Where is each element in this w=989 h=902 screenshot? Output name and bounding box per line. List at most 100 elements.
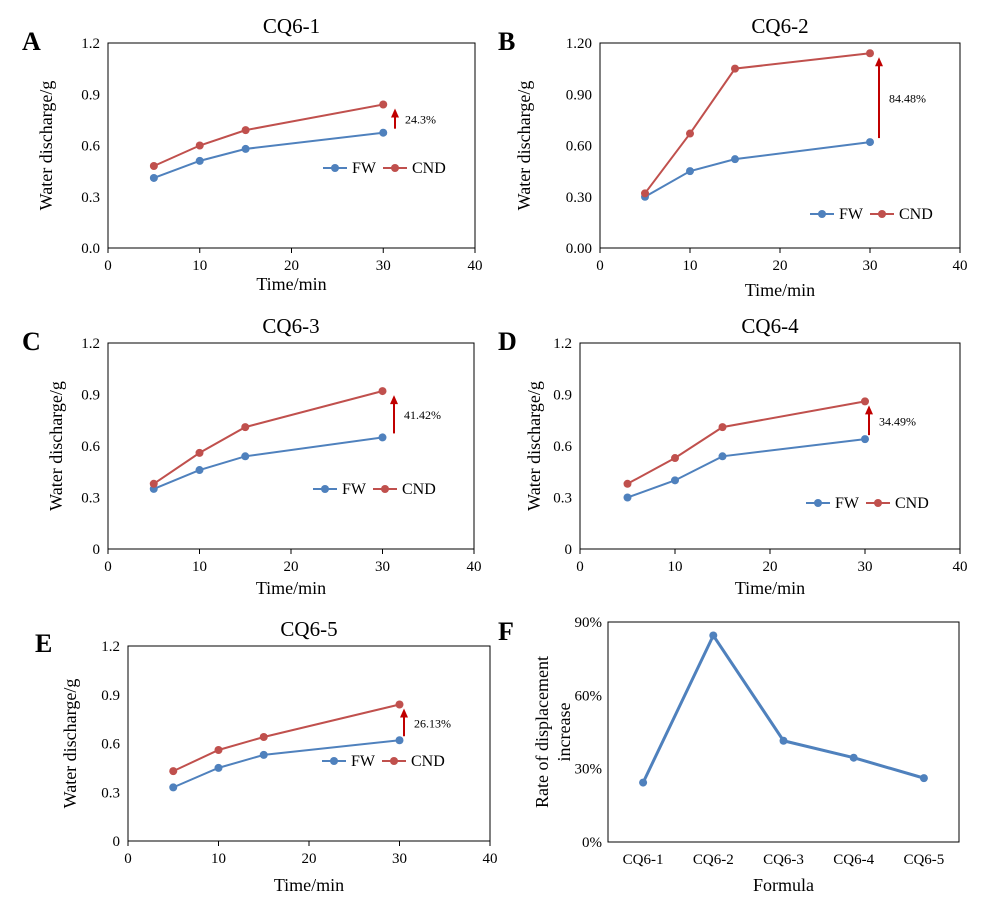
y-tick-label: 1.20 <box>566 36 592 52</box>
data-point-fw <box>866 138 874 147</box>
y-tick-label: 0.60 <box>566 139 592 155</box>
data-point-cnd <box>169 767 178 776</box>
x-category-label: CQ6-2 <box>693 852 734 868</box>
legend-marker-fw <box>330 757 338 765</box>
legend-label-fw: FW <box>351 753 376 770</box>
increase-annotation: 24.3% <box>405 113 436 127</box>
y-tick-label: 0 <box>565 542 573 558</box>
x-tick-label: 30 <box>863 258 878 274</box>
data-point-fw <box>671 476 679 485</box>
legend-label-cnd: CND <box>412 160 446 177</box>
y-tick-label: 0.6 <box>81 439 100 455</box>
increase-arrow-head <box>865 405 873 415</box>
y-axis-label: Water discharge/g <box>524 381 544 511</box>
y-tick-label: 1.2 <box>81 336 100 352</box>
x-tick-label: 10 <box>192 559 207 575</box>
panel-d: D CQ6-4 0 0.3 0.6 0.9 1.2 0 10 20 30 40 Time/min Wate… <box>498 314 968 598</box>
y-axis-label: Water discharge/g <box>46 381 66 511</box>
legend-label-fw: FW <box>352 160 377 177</box>
x-category-label: CQ6-1 <box>623 852 664 868</box>
series-line-fw <box>644 141 871 198</box>
data-point-fw <box>686 167 694 176</box>
data-point-cnd <box>195 141 204 150</box>
panel-c: C CQ6-3 0 0.3 0.6 0.9 1.2 0 10 20 30 40 Time/min Wate… <box>22 314 482 598</box>
increase-arrow-head <box>875 57 883 67</box>
x-tick-label: 0 <box>104 258 112 274</box>
plot-frame <box>107 342 475 550</box>
increase-arrow-head <box>391 108 399 118</box>
data-point-cnd <box>149 479 158 488</box>
y-tick-label: 0.00 <box>566 241 592 257</box>
data-point-fw <box>861 435 869 444</box>
series-line-cnd <box>172 703 400 773</box>
legend-marker-cnd <box>391 164 399 172</box>
increase-annotation: 34.49% <box>879 414 916 428</box>
chart-title: CQ6-4 <box>741 314 799 338</box>
panel-f: F 0% 30% 60% 90% CQ6-1 CQ6-2 CQ6-3 CQ6-4 CQ6-5 For… <box>498 615 960 895</box>
x-axis-label: Time/min <box>256 578 326 598</box>
y-tick-label: 0.9 <box>553 388 572 404</box>
x-tick-label: 30 <box>376 258 391 274</box>
data-point-cnd <box>731 64 739 73</box>
plot-frame <box>107 42 476 249</box>
data-point-cnd <box>866 49 874 58</box>
data-point-cnd <box>718 423 727 432</box>
y-tick-label: 0.30 <box>566 190 592 206</box>
x-tick-label: 20 <box>763 559 778 575</box>
plot-frame <box>579 342 961 550</box>
x-tick-label: 40 <box>953 559 968 575</box>
chart-title: CQ6-3 <box>262 314 319 338</box>
legend-marker-fw <box>818 210 826 218</box>
data-point-fw <box>195 466 204 475</box>
x-tick-label: 20 <box>284 559 299 575</box>
data-point-rate <box>849 753 858 762</box>
x-category-label: CQ6-3 <box>763 852 804 868</box>
data-point-cnd <box>195 448 204 457</box>
chart-title: CQ6-1 <box>263 14 320 38</box>
panel-letter: C <box>22 327 41 356</box>
data-point-cnd <box>149 162 158 170</box>
x-tick-label: 40 <box>468 258 483 274</box>
chart-title: CQ6-5 <box>280 617 337 641</box>
panel-e: E CQ6-5 0 0.3 0.6 0.9 1.2 0 10 20 30 40 Time/min Wate… <box>35 617 498 895</box>
data-point-cnd <box>861 397 869 406</box>
legend-label-fw: FW <box>839 206 864 223</box>
y-tick-label: 0 <box>93 542 101 558</box>
x-axis-label: Time/min <box>274 875 344 895</box>
x-tick-label: 10 <box>192 258 207 274</box>
x-axis-label: Time/min <box>745 280 815 300</box>
data-point-cnd <box>395 700 404 709</box>
panel-a: A CQ6-1 0.0 0.3 0.6 0.9 1.2 0 10 20 30 40 Time/min Wa… <box>22 14 483 294</box>
x-axis-label: Time/min <box>735 578 805 598</box>
data-point-rate <box>709 631 718 640</box>
x-tick-label: 30 <box>375 559 390 575</box>
x-tick-label: 30 <box>858 559 873 575</box>
panel-letter: D <box>498 327 517 356</box>
y-tick-label: 0.0 <box>81 241 100 257</box>
x-tick-label: 40 <box>483 851 498 867</box>
legend-marker-fw <box>331 164 339 172</box>
x-category-label: CQ6-4 <box>833 852 874 868</box>
y-tick-label: 1.2 <box>101 639 120 655</box>
y-tick-label: 90% <box>575 615 603 631</box>
data-point-cnd <box>259 733 268 741</box>
increase-annotation: 41.42% <box>404 408 441 422</box>
y-tick-label: 0.6 <box>101 737 120 753</box>
panel-letter: E <box>35 629 52 658</box>
x-category-label: CQ6-5 <box>903 852 944 868</box>
x-tick-label: 10 <box>683 258 698 274</box>
y-tick-label: 0.6 <box>553 439 572 455</box>
data-point-rate <box>779 736 788 745</box>
legend-label-cnd: CND <box>402 481 436 498</box>
legend-label-fw: FW <box>835 495 860 512</box>
x-tick-label: 0 <box>596 258 604 274</box>
x-tick-label: 20 <box>284 258 299 274</box>
legend-marker-cnd <box>381 485 389 493</box>
data-point-fw <box>149 173 158 182</box>
x-tick-label: 10 <box>211 851 226 867</box>
y-tick-label: 0.9 <box>81 87 100 103</box>
y-tick-label: 0.6 <box>81 139 100 155</box>
data-point-fw <box>214 763 223 772</box>
y-tick-label: 0.90 <box>566 87 592 103</box>
y-axis-label-line: Rate of displacement <box>532 656 552 808</box>
